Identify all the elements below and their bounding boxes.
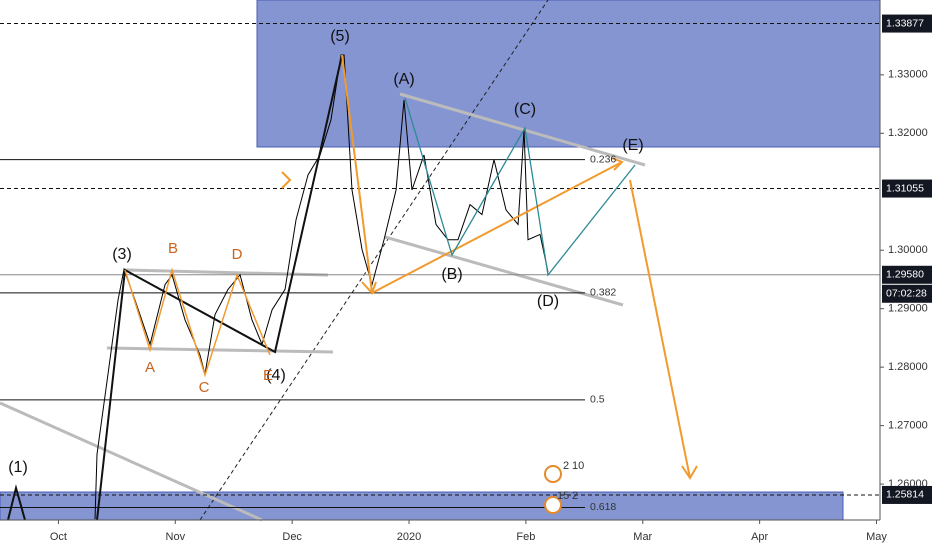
trend-dotted <box>199 0 549 521</box>
projection-arrow <box>629 179 691 479</box>
price-tag <box>882 14 932 33</box>
subwave-label: C <box>199 379 210 396</box>
fib-label: 0.236 <box>590 153 616 165</box>
arrow-head <box>361 281 377 295</box>
x-tick-label: Nov <box>166 531 186 543</box>
fib-label: 0.5 <box>590 394 605 406</box>
price-tag-label: 1.31055 <box>886 182 924 194</box>
y-tick-label: 1.32000 <box>888 127 928 139</box>
countdown-label: 07:02:28 <box>886 288 927 300</box>
wave-label: (1) <box>8 459 28 476</box>
subwave-label: D <box>232 246 243 263</box>
x-tick-label: Feb <box>516 531 535 543</box>
event-label: 10 <box>572 460 584 472</box>
event-label: 15 <box>557 490 569 502</box>
y-tick-label: 1.28000 <box>888 361 928 373</box>
x-tick-label: May <box>866 531 887 543</box>
channel-lines <box>0 92 646 522</box>
event-icon <box>544 465 562 483</box>
arrow-head <box>611 157 624 171</box>
supply-zone <box>256 0 883 148</box>
arrow-head <box>681 465 698 480</box>
subwave-label: A <box>145 359 155 376</box>
price-tag <box>882 265 932 284</box>
countdown-tag <box>882 284 932 303</box>
labels: 0.236 0.382 0.5 0.618 (1) (3) (4) (5) (A) (B) (C) (… <box>8 28 644 514</box>
wave-label: (A) <box>393 71 414 88</box>
x-tick-label: Mar <box>633 531 652 543</box>
x-tick-label: Apr <box>751 531 768 543</box>
price-tag-label: 1.29580 <box>886 269 924 281</box>
price-tag <box>882 179 932 198</box>
drawings <box>0 0 883 522</box>
wave-label: (D) <box>537 293 559 310</box>
y-tick-label: 1.33000 <box>888 69 928 81</box>
price-tag <box>882 485 932 504</box>
event-icon <box>544 496 562 514</box>
wave-label: (E) <box>622 137 643 154</box>
axes: 1.260001.270001.280001.290001.300001.320… <box>50 14 932 543</box>
y-tick-label: 1.27000 <box>888 420 928 432</box>
x-tick-label: 2020 <box>397 531 421 543</box>
wave-label: (4) <box>266 367 286 384</box>
wave-drawings <box>7 54 698 521</box>
y-tick-label: 1.29000 <box>888 303 928 315</box>
price-tag-label: 1.25814 <box>886 489 924 501</box>
fib-label: 0.618 <box>590 501 616 513</box>
subwave-label: E <box>263 367 273 384</box>
wave-label: (5) <box>330 28 350 45</box>
triangle-wave <box>404 97 636 277</box>
y-tick-label: 1.30000 <box>888 244 928 256</box>
price-tag-label: 1.33877 <box>886 17 924 29</box>
data-layer <box>0 23 880 520</box>
subwave-label: B <box>168 240 178 257</box>
demand-zone <box>0 491 844 521</box>
event-label: 2 <box>572 490 578 502</box>
wave-label: (B) <box>441 266 462 283</box>
sub-wave <box>124 267 271 378</box>
wave-1 <box>7 484 26 521</box>
x-tick-label: Oct <box>50 531 67 543</box>
fib-label: 0.382 <box>590 287 616 299</box>
wave-label: (C) <box>514 101 536 118</box>
event-label: 2 <box>563 460 569 472</box>
x-tick-label: Dec <box>282 531 302 543</box>
price-line <box>94 54 549 520</box>
arrow-mark <box>281 171 292 189</box>
wave-label: (3) <box>112 246 132 263</box>
impulse-wave <box>96 54 343 521</box>
